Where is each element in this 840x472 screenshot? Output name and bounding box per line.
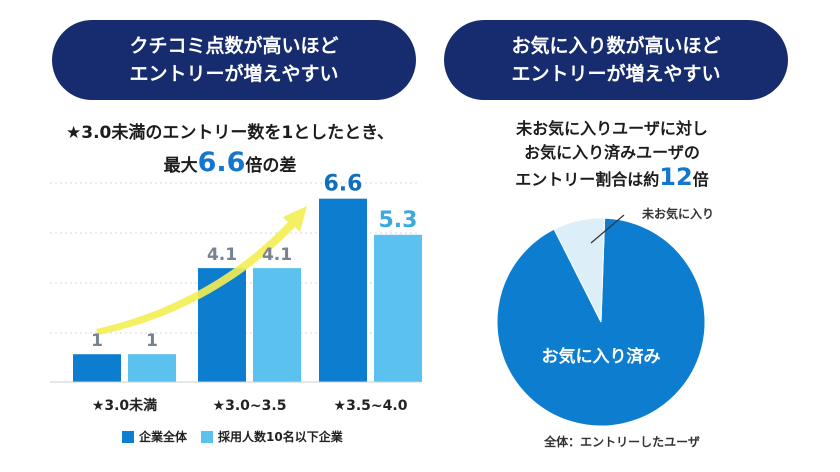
trend-arrow [96,206,307,335]
x-tick-label-0: ★3.0未満 [92,397,157,414]
banner-right: お気に入り数が高いほど エントリーが増えやすい [444,20,788,100]
legend-label-series1: 企業全体 [139,430,188,444]
bar-heading-post: 倍の差 [245,156,297,176]
bar-series2-0 [128,354,176,382]
pie-chart-heading: 未お気に入りユーザに対し お気に入り済みユーザの エントリー割合は約12倍 [462,117,762,192]
pie-heading-line2: お気に入り済みユーザの [524,143,700,162]
banner-right-line2: エントリーが増えやすい [511,63,721,85]
bar-series1-2 [319,198,367,382]
x-tick-label-2: ★3.5~4.0 [334,398,408,414]
banner-left-line2: エントリーが増えやすい [129,63,339,85]
pie-heading-line1: 未お気に入りユーザに対し [516,119,708,138]
bar-chart-heading: ★3.0未満のエントリー数を1としたとき、 最大6.6倍の差 [20,118,440,181]
x-tick-label-1: ★3.0~3.5 [213,398,287,414]
bar-heading-value: 6.6 [197,147,246,178]
bar-legend: 企業全体 採用人数10名以下企業 [122,428,357,445]
bar-label-series1-2: 6.6 [324,172,363,197]
banner-right-line1: お気に入り数が高いほど [511,35,721,57]
bar-label-series2-1: 4.1 [262,245,292,265]
legend-swatch-series2 [201,430,214,443]
legend-item-series1: 企業全体 [122,428,187,445]
pie-slice-minor [553,217,606,323]
banner-left-line1: クチコミ点数が高いほど [129,35,339,57]
banner-left: クチコミ点数が高いほど エントリーが増えやすい [52,20,416,100]
bar-series1-0 [73,354,121,382]
bar-label-series1-0: 1 [91,331,103,351]
bar-label-series1-1: 4.1 [207,245,237,265]
legend-item-series2: 採用人数10名以下企業 [201,428,343,445]
bar-label-series2-2: 5.3 [379,208,418,233]
bar-heading-line1: ★3.0未満のエントリー数を1としたとき、 [66,123,394,143]
bar-series2-1 [253,268,301,382]
pie-heading-value: 12 [659,163,693,191]
pie-callout-line [590,214,625,244]
bar-heading-line2: 最大6.6倍の差 [20,148,440,181]
pie-heading-pre: エントリー割合は約 [515,170,660,189]
bar-label-series2-0: 1 [146,331,158,351]
pie-caption: 全体：エントリーしたユーザ [544,435,700,449]
legend-label-series2: 採用人数10名以下企業 [218,430,343,444]
bar-heading-pre: 最大 [163,156,198,176]
pie-heading-line3: エントリー割合は約12倍 [462,165,762,192]
pie-label-minor: 未お気に入り [641,206,714,221]
pie-heading-post: 倍 [692,170,709,189]
bar-series2-2 [374,234,422,382]
bars-layer [73,198,422,382]
pie-label-main: お気に入り済み [542,346,661,367]
legend-swatch-series1 [122,430,134,443]
